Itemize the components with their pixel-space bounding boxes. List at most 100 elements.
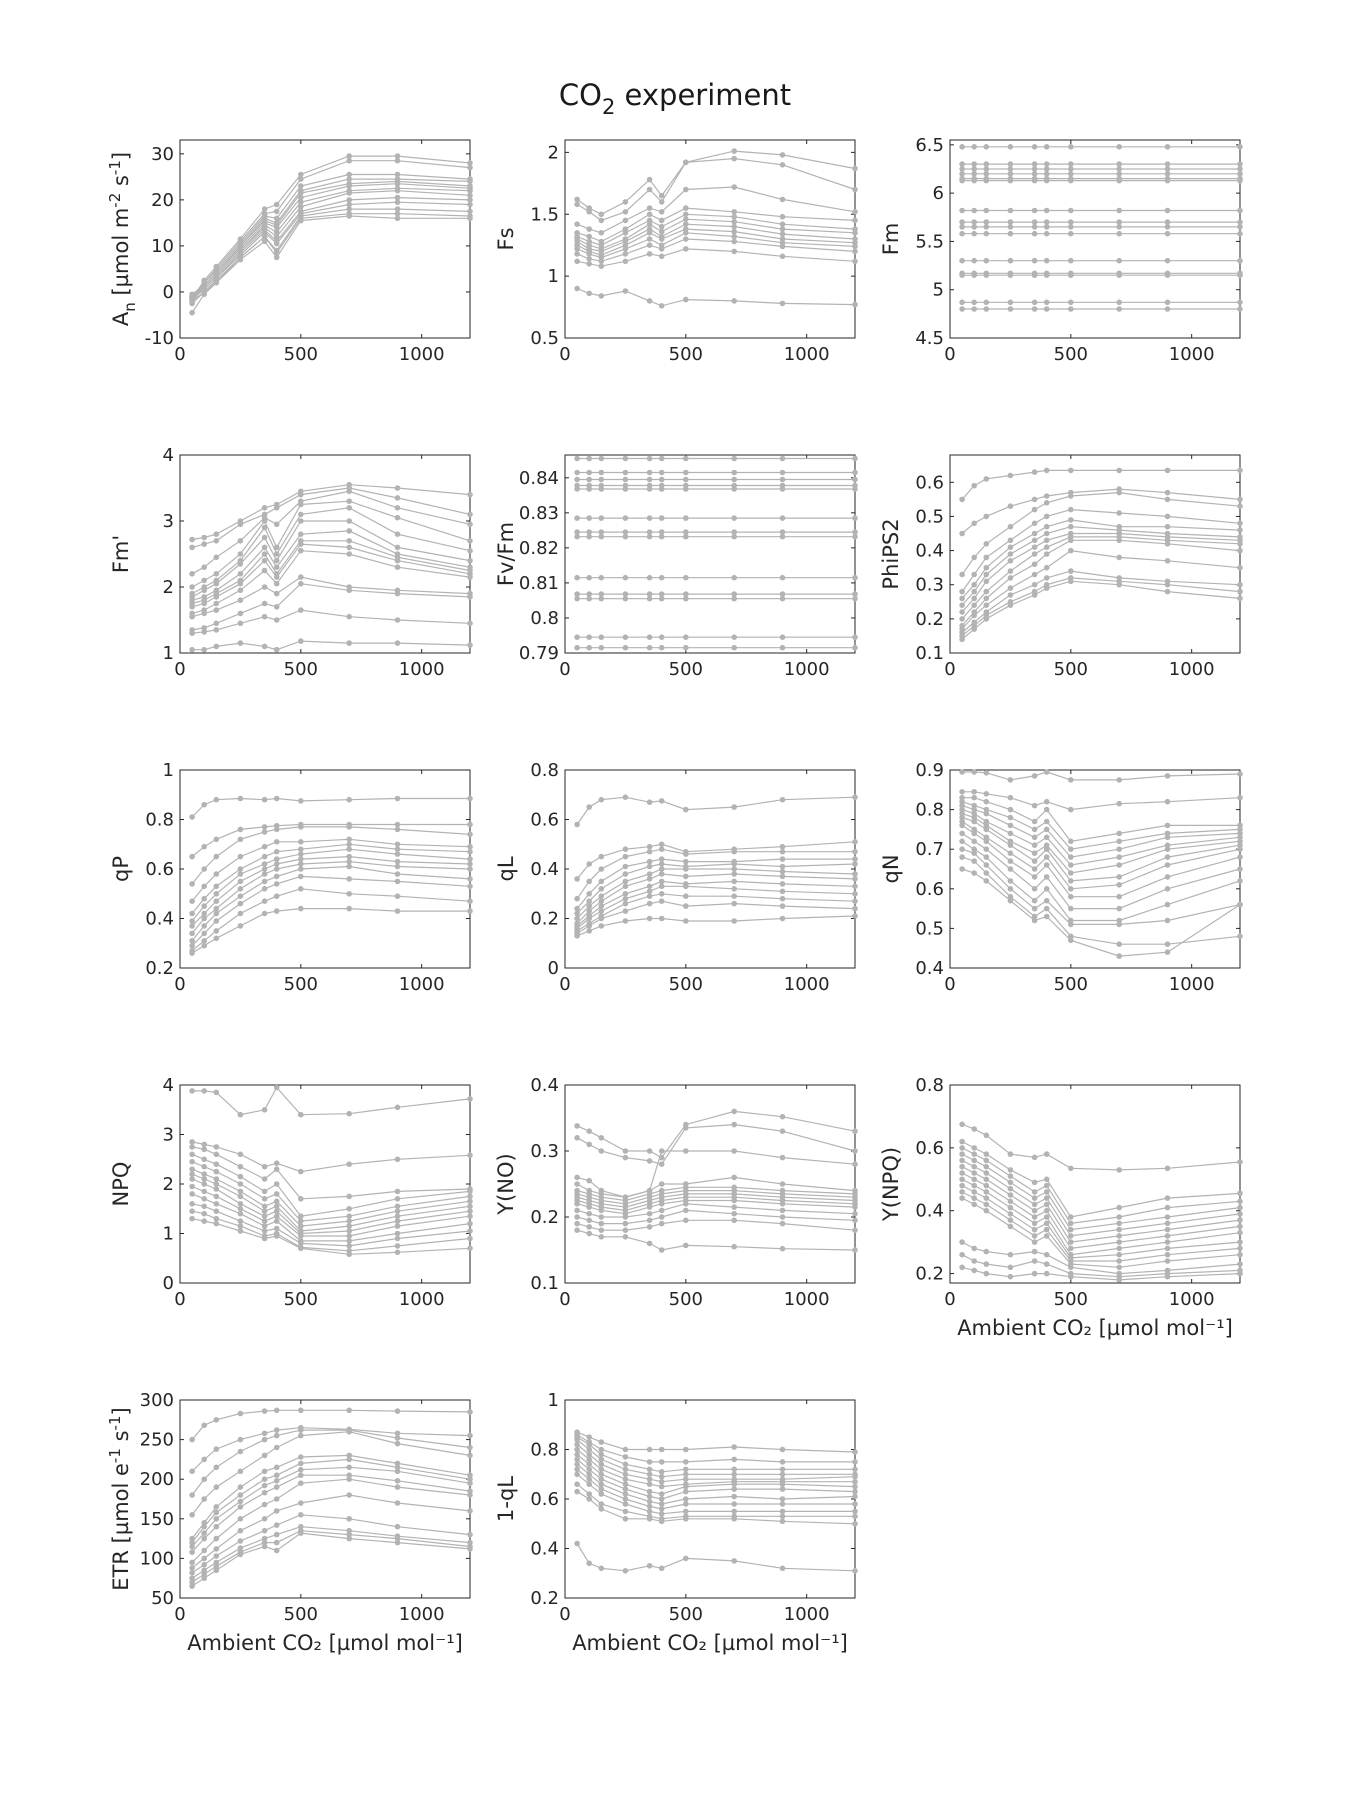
- data-point: [298, 547, 304, 554]
- data-point: [658, 1506, 665, 1512]
- data-point: [1043, 467, 1050, 474]
- series-line: [191, 155, 471, 300]
- data-point: [213, 620, 220, 627]
- x-tick-label: 0: [174, 344, 185, 365]
- data-point: [346, 538, 353, 544]
- series-10: [189, 886, 473, 954]
- data-point: [1237, 854, 1243, 860]
- plot-area: [179, 1084, 471, 1284]
- data-point: [731, 209, 737, 215]
- data-point: [586, 1217, 592, 1224]
- series-13: [959, 854, 1243, 947]
- data-point: [213, 1181, 220, 1187]
- data-point: [959, 1151, 965, 1157]
- data-point: [273, 240, 280, 247]
- data-point: [298, 190, 304, 196]
- data-point: [779, 1471, 786, 1478]
- data-point: [852, 243, 858, 250]
- data-point: [622, 1501, 629, 1507]
- data-point: [273, 1233, 280, 1239]
- series-line: [961, 539, 1241, 627]
- data-point: [394, 157, 401, 164]
- series-line: [576, 287, 856, 307]
- data-point: [731, 595, 737, 602]
- data-point: [273, 1484, 280, 1490]
- data-point: [1043, 493, 1050, 499]
- data-point: [1007, 144, 1014, 150]
- data-point: [189, 1512, 195, 1518]
- data-point: [213, 554, 220, 561]
- data-point: [683, 893, 689, 899]
- data-point: [298, 1218, 304, 1224]
- data-point: [261, 1482, 268, 1489]
- data-point: [658, 1511, 665, 1517]
- data-point: [598, 1481, 605, 1487]
- data-point: [1237, 846, 1243, 852]
- y-tick-label: 0.8: [530, 1440, 559, 1461]
- y-axis-label: An [µmol m-2 s-1]: [106, 152, 139, 326]
- data-point: [1164, 830, 1171, 837]
- data-point: [467, 1546, 473, 1552]
- series-12: [574, 1488, 858, 1527]
- y-tick-label: 0.7: [915, 839, 944, 860]
- data-point: [1237, 520, 1243, 527]
- data-point: [1068, 921, 1074, 928]
- data-point: [731, 1210, 737, 1217]
- data-point: [852, 258, 858, 265]
- data-point: [213, 1168, 220, 1175]
- data-point: [467, 1235, 473, 1242]
- y-axis-label-group: PhiPS2: [879, 518, 903, 589]
- data-point: [1164, 1220, 1171, 1227]
- data-point: [1068, 1264, 1074, 1271]
- data-point: [598, 1451, 605, 1458]
- data-point: [586, 1471, 592, 1478]
- data-point: [1007, 592, 1014, 598]
- data-point: [779, 1466, 786, 1473]
- y-tick-label: 0.8: [915, 1075, 944, 1096]
- data-point: [261, 1476, 268, 1482]
- data-point: [683, 186, 689, 193]
- data-point: [586, 1441, 592, 1448]
- data-point: [598, 1207, 605, 1214]
- data-point: [598, 1234, 605, 1240]
- data-point: [1007, 177, 1014, 184]
- series-1: [574, 1121, 858, 1167]
- data-point: [646, 298, 653, 304]
- data-point: [1043, 834, 1050, 841]
- data-point: [394, 871, 401, 877]
- data-point: [237, 1468, 244, 1475]
- data-point: [971, 769, 977, 775]
- data-point: [622, 853, 629, 860]
- data-point: [467, 164, 473, 171]
- data-point: [683, 1516, 689, 1522]
- data-point: [467, 1220, 473, 1227]
- data-point: [586, 469, 592, 476]
- data-point: [1031, 551, 1038, 557]
- data-point: [1164, 773, 1171, 779]
- data-point: [1237, 166, 1243, 172]
- y-tick-label: 0.6: [530, 810, 559, 831]
- data-point: [1043, 846, 1050, 852]
- data-point: [467, 574, 473, 580]
- data-point: [658, 1214, 665, 1220]
- data-point: [1237, 933, 1243, 940]
- data-point: [1007, 794, 1014, 801]
- series-10: [189, 574, 473, 620]
- data-point: [959, 1170, 965, 1176]
- data-point: [683, 476, 689, 483]
- data-point: [189, 1208, 195, 1214]
- data-point: [586, 486, 592, 492]
- series-line: [576, 1176, 856, 1198]
- data-point: [983, 171, 990, 177]
- data-point: [189, 1176, 195, 1182]
- y-tick-label: 6: [933, 183, 944, 204]
- data-point: [346, 1161, 353, 1167]
- data-point: [983, 798, 990, 805]
- y-tick-label: 1: [548, 266, 559, 287]
- series-12: [959, 272, 1243, 279]
- data-point: [273, 224, 280, 231]
- data-point: [646, 1158, 653, 1164]
- data-point: [298, 866, 304, 872]
- series-2: [189, 824, 473, 887]
- series-line: [961, 532, 1241, 613]
